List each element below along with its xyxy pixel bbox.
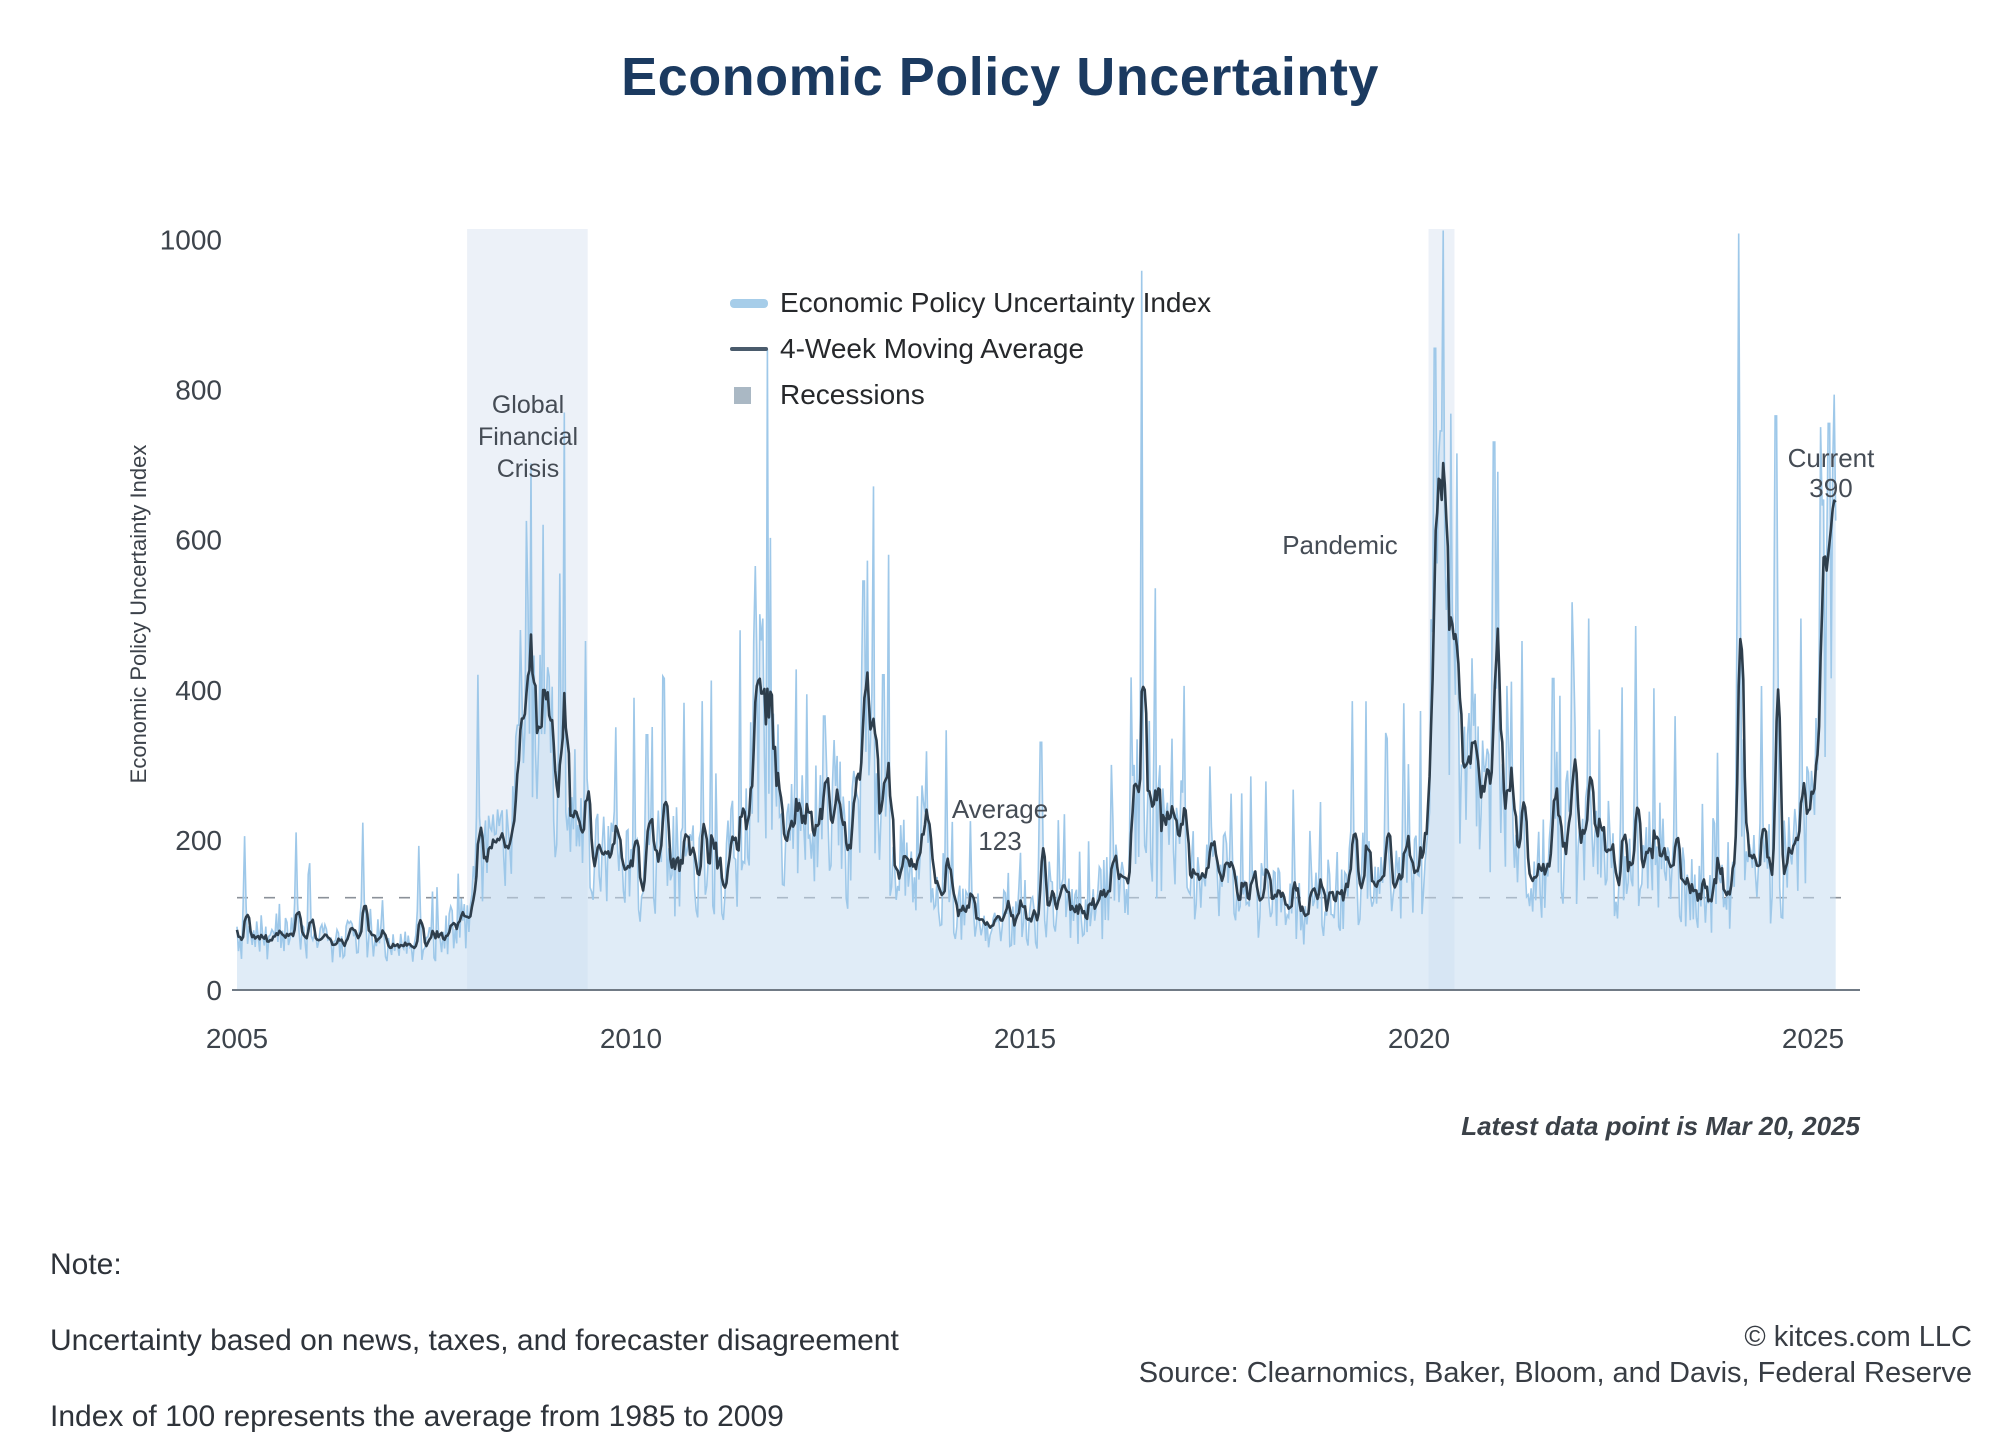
legend-label-moving-average: 4-Week Moving Average [780, 333, 1085, 364]
epu-index-line [236, 230, 1837, 963]
chart-area: 0 200 400 600 800 1000 2005 2010 2015 2020 2025 Eco… [126, 225, 1860, 1054]
copyright-text: © kitces.com LLC [1744, 1321, 1972, 1353]
moving-average-swatch-icon [730, 347, 768, 351]
annotation-average: Average 123 [951, 794, 1049, 856]
x-tick-label: 2025 [1782, 1023, 1844, 1054]
chart-svg: 0 200 400 600 800 1000 2005 2010 2015 2020 2025 Eco… [126, 225, 1860, 1054]
chart-title: Economic Policy Uncertainty [621, 47, 1379, 107]
credits-block: © kitces.com LLC Source: Clearnomics, Ba… [1100, 1319, 1972, 1391]
y-tick-label: 600 [175, 525, 222, 556]
y-tick-label: 200 [175, 825, 222, 856]
annotation-current: Current 390 [1787, 443, 1875, 503]
epu-index-swatch-icon [730, 298, 768, 308]
annotation-pandemic: Pandemic [1282, 530, 1398, 560]
latest-data-point-note: Latest data point is Mar 20, 2025 [1461, 1111, 1860, 1141]
y-tick-label: 1000 [160, 225, 222, 256]
y-tick-label: 400 [175, 675, 222, 706]
note-line-1: Uncertainty based on news, taxes, and fo… [50, 1324, 899, 1357]
legend-item-epu-index: Economic Policy Uncertainty Index [730, 280, 1211, 326]
x-tick-label: 2010 [600, 1023, 662, 1054]
legend-label-epu-index: Economic Policy Uncertainty Index [780, 287, 1212, 318]
legend-item-moving-average: 4-Week Moving Average [730, 326, 1211, 372]
y-axis-title: Economic Policy Uncertainty Index [126, 445, 151, 784]
x-tick-label: 2020 [1388, 1023, 1450, 1054]
legend-item-recessions: Recessions [730, 372, 1211, 418]
note-block: Note: Uncertainty based on news, taxes, … [50, 1246, 899, 1436]
y-tick-label: 800 [175, 375, 222, 406]
y-tick-label: 0 [206, 975, 222, 1006]
x-tick-label: 2015 [994, 1023, 1056, 1054]
legend: Economic Policy Uncertainty Index 4-Week… [730, 280, 1211, 418]
x-tick-label: 2005 [206, 1023, 268, 1054]
legend-label-recessions: Recessions [780, 379, 925, 410]
page-canvas: { "title": "Economic Policy Uncertainty"… [50, 47, 1972, 1433]
source-text: Source: Clearnomics, Baker, Bloom, and D… [1138, 1357, 1972, 1389]
note-title: Note: [50, 1248, 122, 1281]
recessions-swatch-icon [730, 386, 768, 404]
moving-average-line [235, 461, 1837, 950]
note-line-2: Index of 100 represents the average from… [50, 1400, 784, 1433]
annotation-global-financial-crisis: Global Financial Crisis [477, 391, 579, 483]
